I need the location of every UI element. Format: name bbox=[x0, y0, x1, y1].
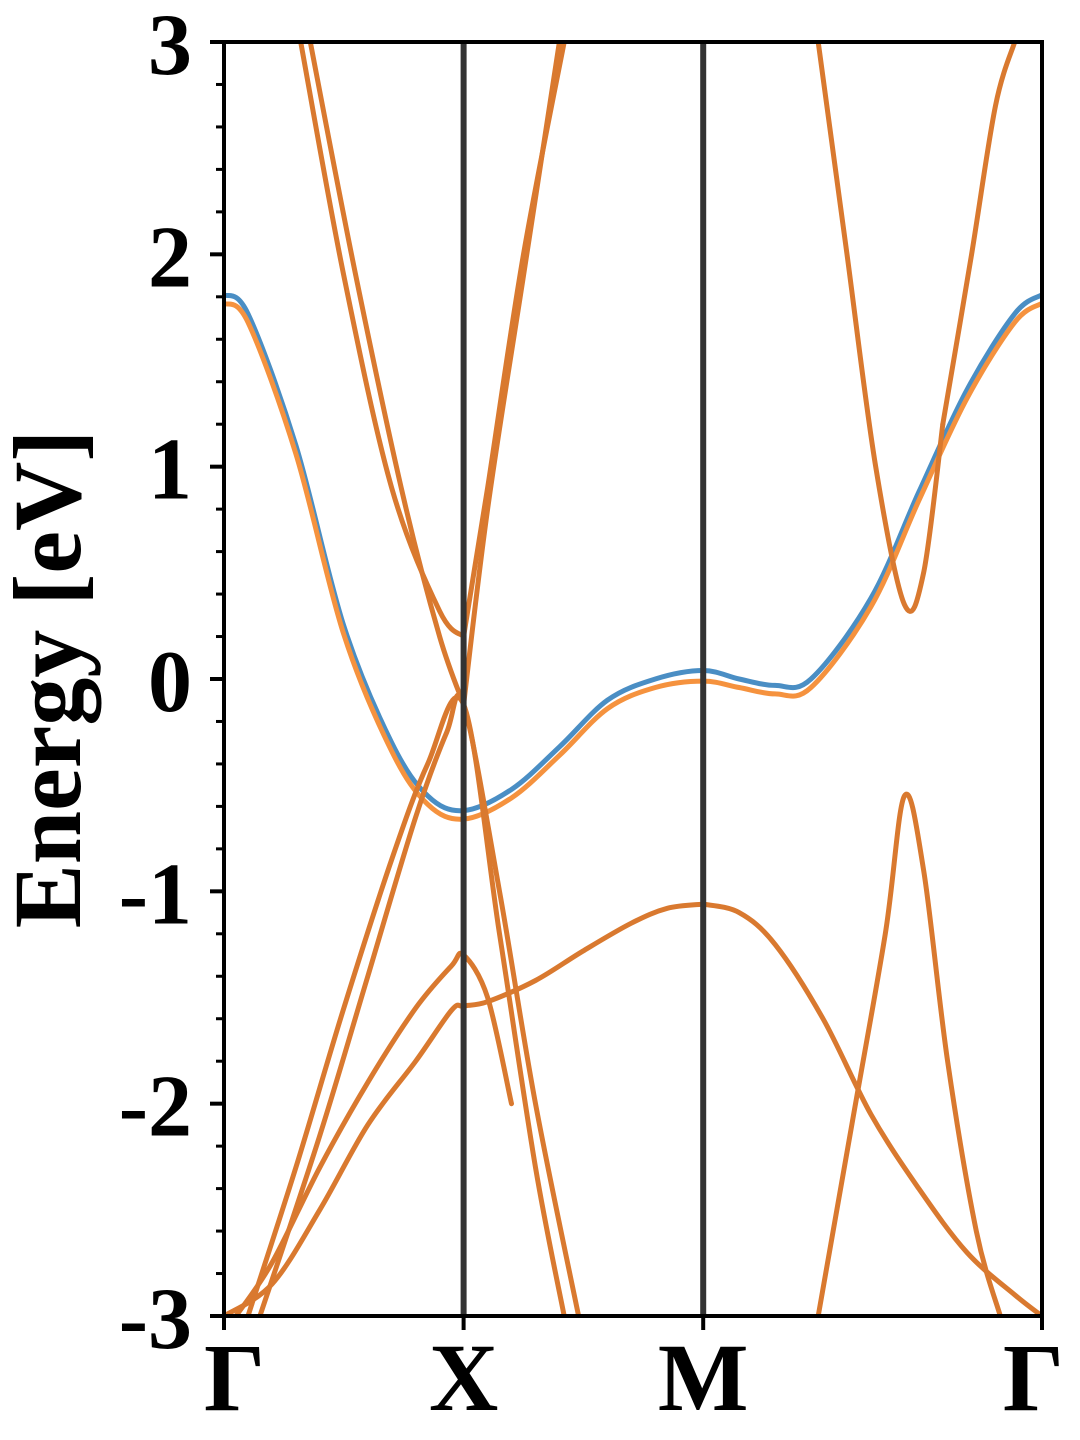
x-tick-label-3: M bbox=[658, 1324, 749, 1431]
y-tick-label: -1 bbox=[119, 846, 192, 943]
y-axis-ticks: -3 -2 -1 0 1 2 3 bbox=[119, 0, 224, 1368]
y-tick-label: 1 bbox=[148, 422, 192, 519]
band-line-14 bbox=[815, 791, 1003, 1316]
x-tick-label-4: Γ bbox=[1003, 1324, 1064, 1431]
band-line-11 bbox=[700, 901, 1042, 1316]
series-layer bbox=[224, 42, 1042, 1316]
y-tick-label: 3 bbox=[148, 0, 192, 94]
y-tick-label: -3 bbox=[119, 1271, 192, 1368]
band-line-13 bbox=[940, 42, 1018, 427]
band-line-12 bbox=[815, 42, 946, 614]
high-symmetry-lines bbox=[460, 42, 707, 1316]
band-line-8 bbox=[257, 692, 582, 1316]
x-tick-label-2: X bbox=[429, 1324, 498, 1431]
band-line-9 bbox=[233, 950, 514, 1316]
band-line-3 bbox=[298, 42, 467, 639]
band-line-6 bbox=[461, 42, 562, 707]
y-tick-label: 0 bbox=[148, 634, 192, 731]
band-line-5 bbox=[307, 42, 467, 707]
y-axis-label: Energy [eV] bbox=[0, 430, 101, 929]
band-line-7 bbox=[245, 694, 567, 1316]
y-tick-label: -2 bbox=[119, 1059, 192, 1156]
band-line-1 bbox=[224, 292, 1042, 814]
band-line-2 bbox=[224, 300, 1042, 822]
x-tick-label-1: Γ bbox=[204, 1324, 265, 1431]
y-tick-label: 2 bbox=[148, 209, 192, 306]
